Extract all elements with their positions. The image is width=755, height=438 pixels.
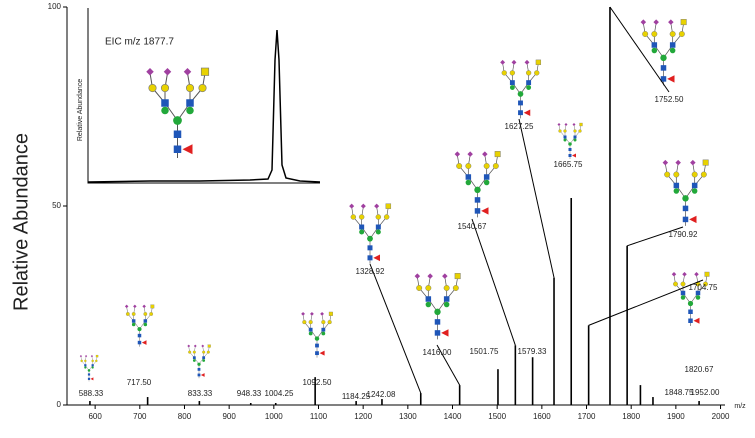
x-axis-title: m/z — [734, 403, 746, 410]
x-tick-label: 900 — [222, 412, 236, 421]
peak-label: 1790.92 — [669, 230, 698, 239]
x-tick-label: 1300 — [399, 412, 417, 421]
peak-label: 1328.92 — [356, 267, 385, 276]
x-tick-label: 800 — [178, 412, 192, 421]
peak-label: 717.50 — [127, 378, 152, 387]
x-tick-label: 1200 — [354, 412, 372, 421]
inset-axes — [87, 8, 320, 184]
x-tick-label: 1700 — [578, 412, 596, 421]
x-tick-label: 1000 — [265, 412, 283, 421]
x-tick-label: 600 — [88, 412, 102, 421]
peak-label: 948.33 — [237, 389, 262, 398]
inset: EIC m/z 1877.7 Relative Abundance — [77, 8, 321, 186]
inset-trace — [87, 29, 321, 183]
y-tick-label: 50 — [52, 201, 61, 210]
inset-background — [88, 8, 320, 186]
x-tick-label: 1100 — [310, 412, 328, 421]
peak-label: 1665.75 — [554, 160, 583, 169]
connector — [436, 344, 461, 386]
peak-label: 1540.67 — [458, 222, 487, 231]
peak-label: 1242.08 — [367, 390, 396, 399]
peak-label: 833.33 — [188, 389, 213, 398]
inset-y-title: Relative Abundance — [77, 79, 84, 141]
x-tick-label: 1800 — [622, 412, 640, 421]
peak-label: 1820.67 — [685, 365, 714, 374]
peak-label: 1092.50 — [303, 378, 332, 387]
x-tick-label: 700 — [133, 412, 147, 421]
y-axis-title: Relative Abundance — [10, 133, 32, 311]
peak-label: 1627.25 — [505, 122, 534, 131]
peak-label: 1952.00 — [691, 388, 720, 397]
x-tick-label: 1600 — [533, 412, 551, 421]
x-tick-label: 1400 — [444, 412, 462, 421]
inset-title: EIC m/z 1877.7 — [105, 37, 174, 48]
peak-label: 1501.75 — [470, 347, 499, 356]
connector — [369, 263, 422, 394]
x-tick-label: 1900 — [667, 412, 685, 421]
peak-label: 1752.50 — [655, 95, 684, 104]
x-tick-label: 2000 — [712, 412, 730, 421]
peak-label: 1579.33 — [518, 347, 547, 356]
y-tick-label: 100 — [48, 2, 62, 11]
peak-label: 588.33 — [79, 389, 104, 398]
connector — [518, 118, 555, 278]
peak-label: 1416.00 — [423, 348, 452, 357]
connector — [609, 6, 670, 93]
x-tick-label: 1500 — [488, 412, 506, 421]
y-tick-label: 0 — [57, 400, 62, 409]
peak-label: 1004.25 — [265, 389, 294, 398]
peak-label: 1848.75 — [665, 388, 694, 397]
connector — [588, 279, 704, 326]
peak-label: 1184.25 — [342, 392, 371, 401]
connector — [626, 226, 684, 247]
connector — [471, 218, 516, 346]
peak-label: 1704.75 — [689, 283, 718, 292]
